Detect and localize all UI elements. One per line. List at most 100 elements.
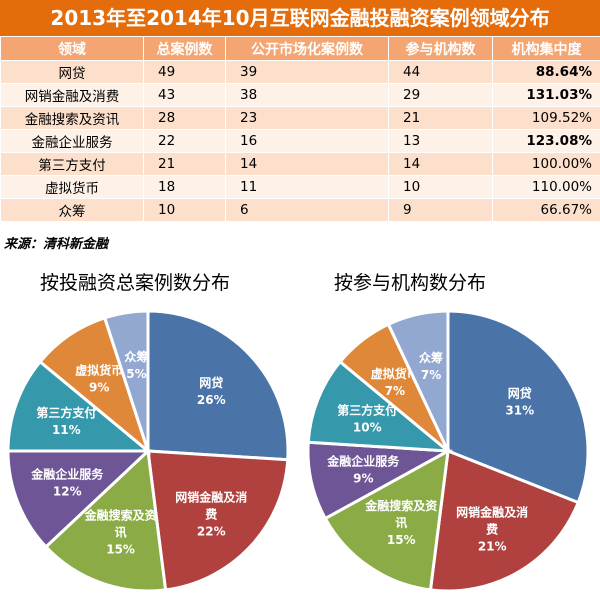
cell-institutions: 14 [388,152,493,176]
chart-title-left: 按投融资总案例数分布 [40,272,231,294]
slice-label: 第三方支付 [337,403,397,418]
pie-chart-total-cases: 网贷 26% 网销金融及消费 22% 金融搜索及资讯 15% 金融企业服务 12% 第三方支付 1… [6,309,290,593]
slice-label: 金融企业服务 [326,453,400,468]
cell-public: 39 [225,60,389,84]
figure-title: 2013年至2014年10月互联网金融投融资案例领域分布 [0,0,600,36]
source-note: 来源：清科新金融 [4,237,109,252]
cell-concentration: 123.08% [492,129,600,153]
slice-label: 费 [205,506,217,521]
cell-total: 10 [143,198,226,222]
pie-slice [386,309,450,452]
cell-public: 6 [225,198,389,222]
slice-label: 7% [385,384,405,398]
slice-label: 26% [197,393,226,407]
cell-total: 21 [143,152,226,176]
slice-label: 7% [421,368,441,382]
cell-total: 43 [143,83,226,107]
pie-slice [6,359,153,453]
cell-concentration: 109.52% [492,106,600,130]
slice-label: 讯 [395,516,407,530]
chart-title-right: 按参与机构数分布 [334,272,487,294]
cell-public: 38 [225,83,389,107]
table-row: 虚拟货币 18 11 10 110.00% [0,175,600,199]
slice-label: 10% [353,421,382,435]
table-header-row: 领域 总案例数 公开市场化案例数 参与机构数 机构集中度 [0,36,600,61]
slice-label: 费 [486,522,498,537]
cell-domain: 虚拟货币 [0,175,144,199]
slice-label: 众筹 [419,350,443,365]
slice-label: 网贷 [199,375,223,390]
pie-chart-institutions: 网贷 31% 网销金融及消费 21% 金融搜索及资讯 15% 金融企业服务 9% 第三方支付 10… [306,309,590,593]
cell-domain: 网销金融及消费 [0,83,144,107]
pie-slice [306,359,453,453]
cell-public: 14 [225,152,389,176]
col-header-public: 公开市场化案例数 [225,36,389,61]
cell-concentration: 100.00% [492,152,600,176]
slice-label: 第三方支付 [36,405,96,420]
slice-label: 15% [387,533,416,547]
table-row: 金融搜索及资讯 28 23 21 109.52% [0,106,600,130]
col-header-concentration: 机构集中度 [492,36,600,61]
cell-domain: 第三方支付 [0,152,144,176]
cell-public: 11 [225,175,389,199]
slice-label: 22% [197,524,226,538]
table-row: 众筹 10 6 9 66.67% [0,198,600,222]
table-row: 网贷 49 39 44 88.64% [0,60,600,84]
cell-domain: 众筹 [0,198,144,222]
col-header-institutions: 参与机构数 [388,36,493,61]
slice-label: 12% [53,484,82,498]
cell-domain: 网贷 [0,60,144,84]
cell-domain: 金融企业服务 [0,129,144,153]
pie-slice [428,448,581,593]
slice-label: 讯 [115,526,127,540]
pie-slice [102,309,150,452]
col-header-total: 总案例数 [143,36,226,61]
cell-institutions: 21 [388,106,493,130]
pie-slice [323,448,450,592]
slice-label: 15% [106,543,135,557]
slice-label: 31% [505,404,534,418]
table-row: 金融企业服务 22 16 13 123.08% [0,129,600,153]
slice-label: 金融企业服务 [30,466,104,481]
pie-slice [43,447,168,593]
cell-concentration: 131.03% [492,83,600,107]
pie-slice [38,315,152,456]
table-row: 第三方支付 21 14 14 100.00% [0,152,600,176]
pie-slice [306,440,454,521]
cell-institutions: 9 [388,198,493,222]
slice-label: 虚拟货币 [371,366,419,381]
cell-institutions: 44 [388,60,493,84]
cell-institutions: 13 [388,129,493,153]
slice-label: 11% [52,423,81,437]
pie-slice [446,309,590,505]
slice-label: 金融搜索及资 [84,508,157,523]
cell-concentration: 66.67% [492,198,600,222]
cell-institutions: 29 [388,83,493,107]
slice-label: 21% [478,540,507,554]
slice-label: 金融搜索及资 [364,498,437,513]
pie-slice [6,449,152,549]
slice-label: 9% [89,381,109,395]
cell-total: 49 [143,60,226,84]
cell-domain: 金融搜索及资讯 [0,106,144,130]
slice-label: 网销金融及消 [175,489,247,504]
slice-label: 众筹 [124,349,148,364]
cell-concentration: 110.00% [492,175,600,199]
col-header-domain: 领域 [0,36,144,61]
cell-total: 28 [143,106,226,130]
cell-public: 23 [225,106,389,130]
cell-total: 18 [143,175,226,199]
slice-label: 网贷 [508,386,532,401]
slice-label: 虚拟货币 [75,363,123,378]
pie-slice [146,449,290,592]
pie-slice [146,309,290,462]
cell-public: 16 [225,129,389,153]
table-row: 网销金融及消费 43 38 29 131.03% [0,83,600,107]
slice-label: 9% [353,471,373,485]
slice-label: 网销金融及消 [456,505,528,520]
cell-concentration: 88.64% [492,60,600,84]
cell-institutions: 10 [388,175,493,199]
data-table: 领域 总案例数 公开市场化案例数 参与机构数 机构集中度 网贷 49 39 44 88.… [0,36,600,222]
cell-total: 22 [143,129,226,153]
slice-label: 5% [126,367,146,381]
